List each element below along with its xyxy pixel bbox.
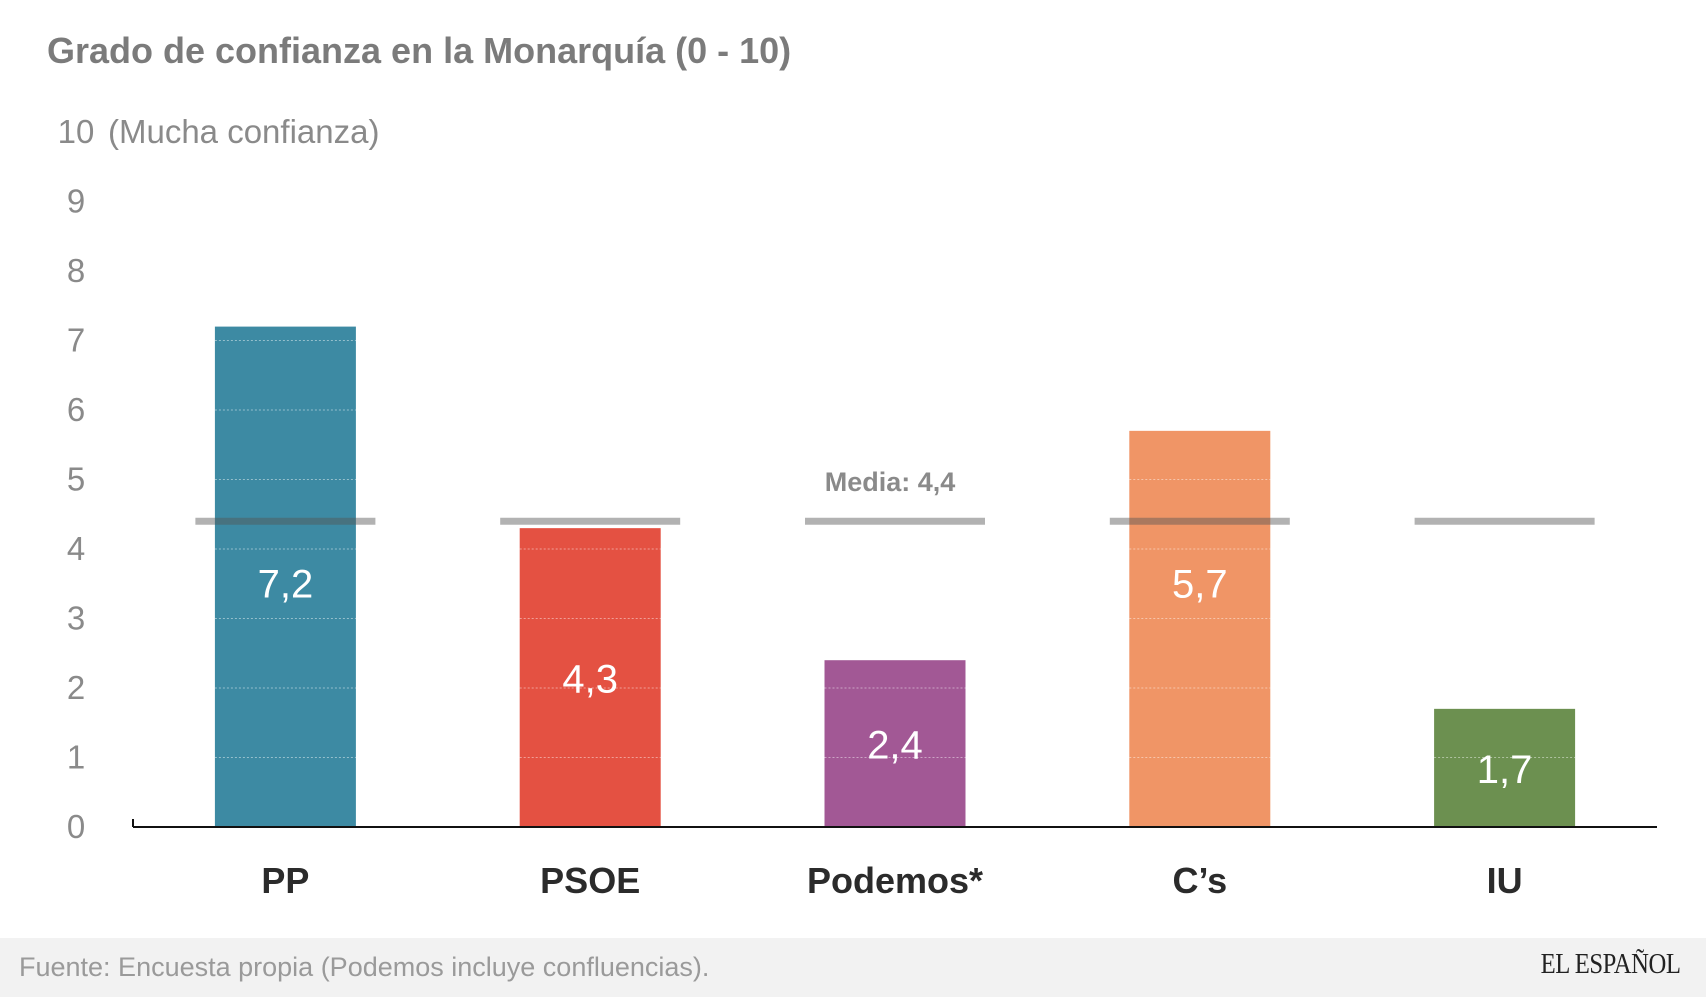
y-tick-label: 4 (67, 530, 85, 567)
footer: Fuente: Encuesta propia (Podemos incluye… (0, 938, 1706, 997)
y-tick-label: 5 (67, 461, 85, 498)
el-espanol-logo: EL ESPAÑOL (1540, 948, 1680, 980)
bar (1129, 430, 1271, 827)
bar (519, 528, 661, 827)
x-tick-label: Podemos* (807, 860, 983, 901)
y-tick-label: 1 (67, 739, 85, 776)
bar (214, 326, 356, 827)
y-tick-label: 7 (67, 322, 85, 359)
data-label: 5,7 (1172, 562, 1228, 606)
y-tick-label: 3 (67, 600, 85, 637)
x-tick-label: PP (261, 860, 309, 901)
mean-label: Media: 4,4 (825, 467, 956, 497)
source-note: Fuente: Encuesta propia (Podemos incluye… (19, 952, 710, 982)
y-top-annotation: (Mucha confianza) (108, 113, 379, 150)
chart-title: Grado de confianza en la Monarquía (0 - … (47, 30, 792, 71)
data-label: 4,3 (562, 658, 618, 702)
bar (824, 660, 966, 827)
y-tick-label: 6 (67, 391, 85, 428)
x-tick-label: PSOE (540, 860, 640, 901)
y-tick-label: 10 (58, 113, 95, 150)
y-tick-label: 2 (67, 669, 85, 706)
data-label: 1,7 (1477, 748, 1533, 792)
y-tick-label: 9 (67, 183, 85, 220)
x-tick-label: IU (1487, 860, 1523, 901)
x-tick-label: C’s (1172, 860, 1227, 901)
y-tick-label: 8 (67, 252, 85, 289)
data-label: 2,4 (867, 724, 923, 768)
data-label: 7,2 (258, 562, 314, 606)
y-tick-label: 0 (67, 808, 85, 845)
bar (1434, 708, 1576, 827)
bar-chart: 0 1 2 3 4 5 6 7 8 9 10 (Mucha confianza) 7,2 PP 4,3 PSO… (58, 113, 1657, 901)
